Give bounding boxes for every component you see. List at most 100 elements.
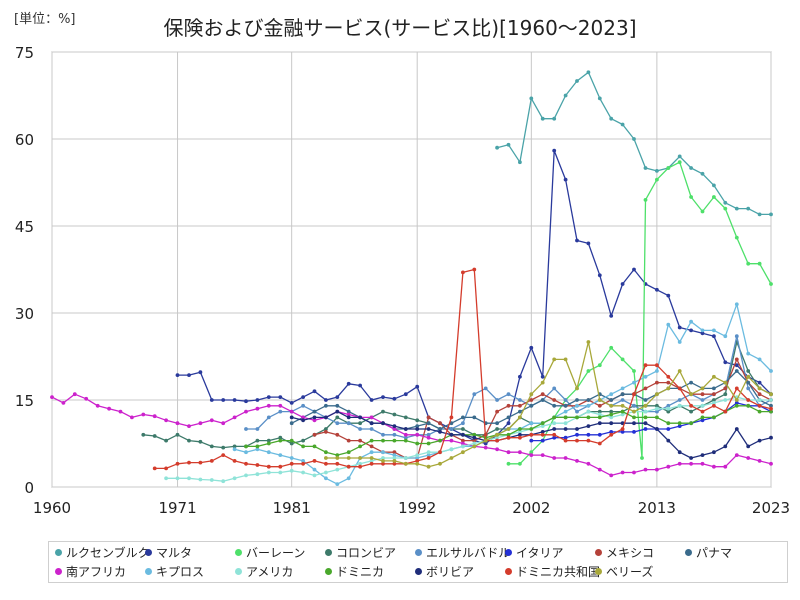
data-point: [266, 450, 271, 455]
data-point: [449, 438, 454, 443]
data-point: [403, 438, 408, 443]
data-point: [689, 380, 693, 385]
data-point: [712, 392, 716, 397]
data-point: [335, 461, 340, 466]
data-point: [392, 461, 397, 466]
data-point: [278, 435, 283, 440]
data-point: [769, 406, 773, 411]
legend-item: コロンビア: [325, 544, 396, 561]
data-point: [712, 415, 716, 420]
data-point: [461, 438, 465, 443]
data-point: [677, 421, 682, 426]
data-point: [312, 473, 317, 478]
data-point: [403, 461, 408, 466]
data-point: [757, 212, 762, 217]
data-point: [757, 409, 762, 414]
data-point: [415, 456, 420, 460]
data-point: [734, 427, 739, 431]
data-point: [461, 444, 465, 449]
legend-item: キプロス: [145, 563, 204, 580]
legend-item: メキシコ: [595, 544, 654, 561]
data-point: [655, 409, 659, 414]
data-point: [540, 116, 545, 121]
data-point: [198, 370, 203, 375]
data-point: [381, 421, 385, 426]
data-point: [609, 392, 614, 397]
data-point: [620, 392, 625, 397]
data-point: [529, 421, 534, 426]
data-point: [632, 137, 636, 141]
data-point: [312, 389, 317, 394]
legend-label: ルクセンブルク: [66, 546, 150, 560]
data-point: [358, 415, 362, 420]
data-point: [369, 459, 374, 463]
data-point: [289, 456, 294, 460]
data-point: [301, 415, 305, 420]
data-point: [381, 395, 385, 399]
data-point: [632, 421, 636, 426]
data-point: [175, 432, 180, 437]
legend-swatch: [235, 568, 242, 575]
data-point: [369, 415, 374, 420]
data-point: [518, 409, 522, 414]
legend-label: パナマ: [696, 546, 733, 560]
data-point: [346, 412, 351, 417]
data-point: [586, 398, 591, 402]
data-point: [723, 386, 728, 391]
data-point: [495, 432, 499, 437]
data-point: [403, 435, 408, 440]
data-point: [483, 445, 488, 450]
data-point: [369, 444, 374, 449]
data-point: [552, 427, 557, 431]
y-tick-label: 30: [15, 305, 34, 323]
data-point: [552, 403, 557, 408]
data-point: [769, 398, 773, 402]
data-point: [346, 476, 351, 481]
data-point: [312, 409, 317, 414]
data-point: [563, 93, 568, 98]
data-point: [346, 421, 351, 426]
data-point: [586, 409, 591, 414]
data-point: [335, 432, 340, 437]
data-point: [597, 441, 602, 446]
data-point: [700, 403, 705, 408]
data-point: [392, 453, 397, 457]
data-point: [700, 409, 705, 414]
data-point: [175, 476, 180, 481]
data-point: [563, 398, 568, 402]
data-point: [483, 441, 488, 446]
data-point: [495, 447, 499, 452]
data-point: [415, 461, 420, 466]
data-point: [643, 403, 648, 408]
data-point: [529, 345, 534, 350]
data-point: [449, 427, 454, 431]
data-point: [506, 392, 511, 397]
legend-item: ボリビア: [415, 563, 474, 580]
data-point: [324, 427, 328, 431]
data-point: [734, 369, 739, 373]
data-point: [164, 418, 169, 423]
data-point: [712, 386, 716, 391]
data-point: [301, 403, 305, 408]
legend-item: イタリア: [505, 544, 564, 561]
data-point: [655, 169, 659, 173]
data-point: [586, 424, 591, 428]
data-point: [620, 409, 625, 414]
data-point: [141, 432, 146, 437]
data-point: [255, 444, 260, 449]
data-point: [518, 160, 522, 165]
data-point: [346, 450, 351, 455]
data-point: [712, 398, 716, 402]
data-point: [209, 478, 214, 482]
data-point: [335, 467, 340, 472]
data-point: [415, 424, 420, 428]
data-point: [335, 421, 340, 426]
data-point: [472, 438, 477, 443]
data-point: [244, 409, 248, 414]
data-point: [244, 444, 248, 449]
data-point: [689, 319, 693, 324]
data-point: [640, 456, 644, 460]
data-point: [415, 459, 420, 463]
legend-item: ルクセンブルク: [55, 544, 150, 561]
data-point: [415, 432, 420, 437]
